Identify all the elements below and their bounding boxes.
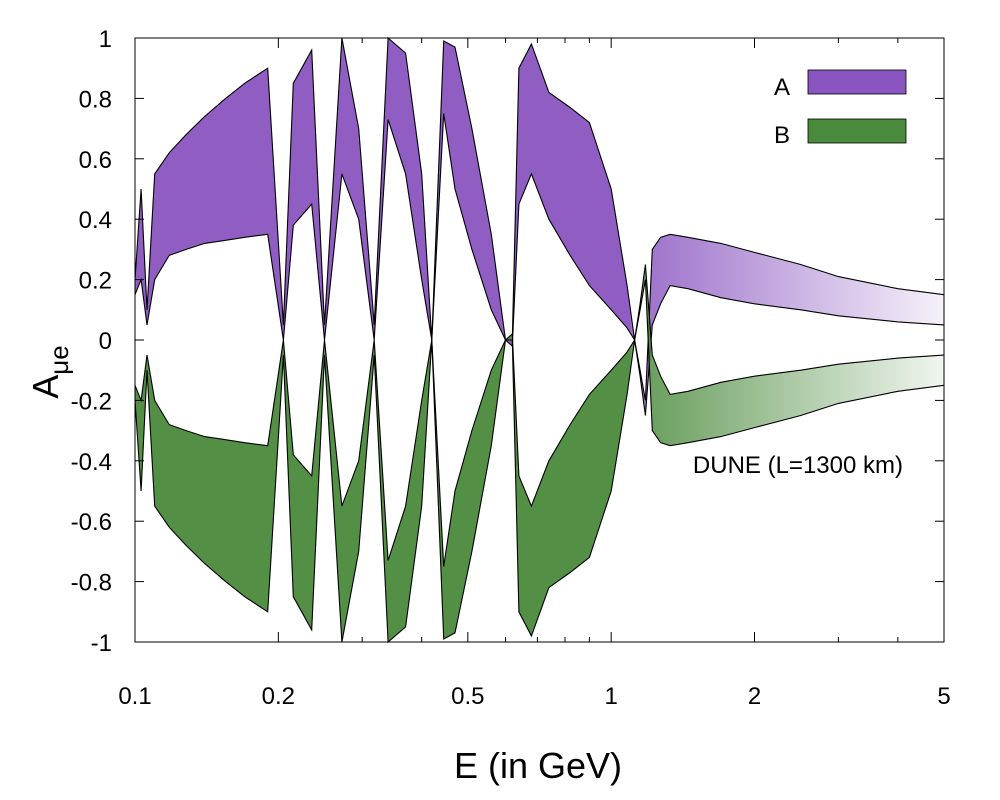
y-tick-label: 0 <box>99 328 112 355</box>
x-tick-label: 1 <box>604 683 617 710</box>
plot-frame <box>134 37 945 643</box>
x-axis-title: E (in GeV) <box>454 745 622 786</box>
band-b-fade <box>630 264 944 446</box>
svg-text:Aμe: Aμe <box>25 345 74 398</box>
x-tick-label: 5 <box>937 683 950 710</box>
y-tick-label: -0.4 <box>71 449 112 476</box>
band-b-fill <box>135 334 631 642</box>
y-tick-label: 0.8 <box>79 86 112 113</box>
y-tick-label: 0.2 <box>79 268 112 295</box>
x-tick-label: 0.1 <box>118 683 151 710</box>
y-axis-title-sub: μe <box>44 345 74 374</box>
legend-swatch-b <box>807 118 907 144</box>
y-tick-label: -0.2 <box>71 388 112 415</box>
band-a-fade <box>630 234 944 416</box>
y-tick-label: 1 <box>99 26 112 53</box>
annotation-dune: DUNE (L=1300 km) <box>693 452 903 479</box>
legend-label-a: A <box>774 74 790 101</box>
band-a-upper-edge <box>134 36 945 401</box>
x-tick-label: 2 <box>748 683 761 710</box>
y-axis-title: Aμe <box>25 345 74 398</box>
band-a-lower-edge <box>134 113 945 416</box>
band-a-fill <box>135 38 631 346</box>
x-tick-label: 0.2 <box>262 683 295 710</box>
band-b-upper-edge <box>134 264 945 567</box>
y-tick-label: -0.6 <box>71 509 112 536</box>
band-b-lower-edge <box>134 279 945 644</box>
y-tick-label: 0.6 <box>79 147 112 174</box>
axis-ticks: 1 0.8 0.6 0.4 0.2 0 -0.2 -0.4 -0.6 -0.8 -10.1 0.2 0.… <box>71 26 951 710</box>
legend-label-b: B <box>774 122 790 149</box>
legend: A B <box>774 69 907 149</box>
legend-swatch-a <box>807 69 907 95</box>
y-tick-label: 0.4 <box>79 207 112 234</box>
y-tick-label: -0.8 <box>71 570 112 597</box>
plot-area <box>134 36 945 644</box>
x-tick-label: 0.5 <box>451 683 484 710</box>
y-axis-title-main: A <box>25 375 66 399</box>
y-tick-label: -1 <box>91 630 112 657</box>
